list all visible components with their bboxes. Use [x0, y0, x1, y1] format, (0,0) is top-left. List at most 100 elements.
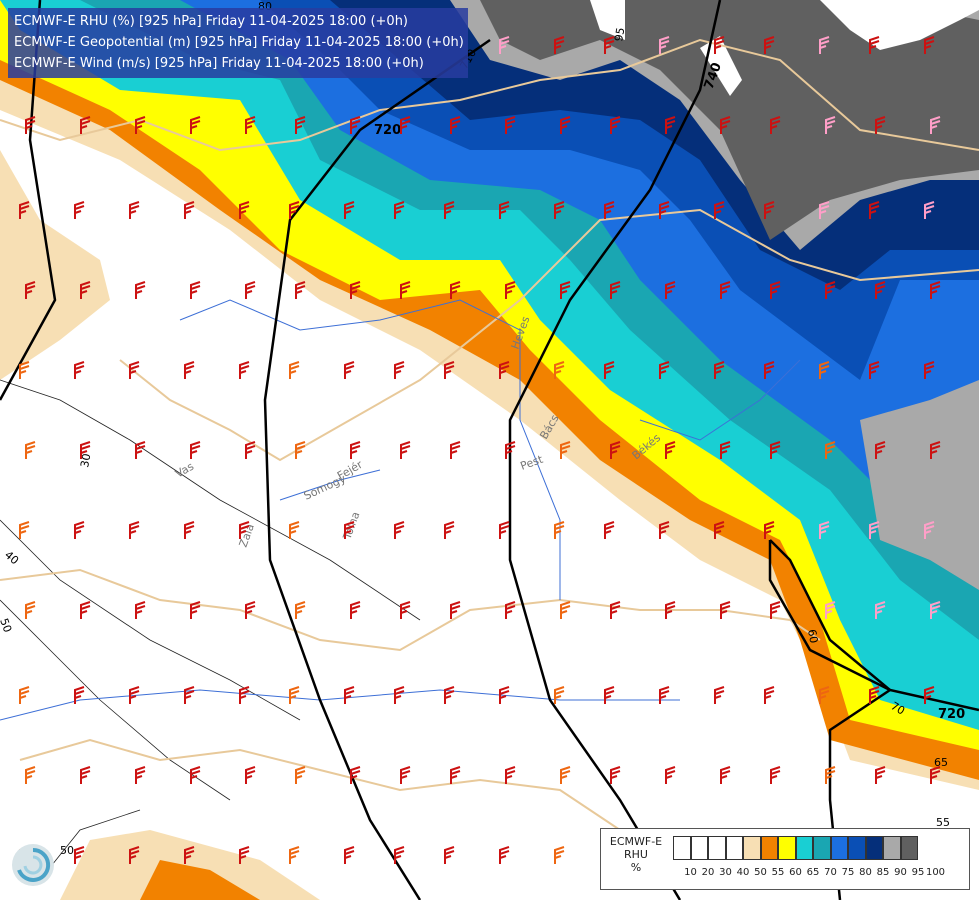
legend-model: ECMWF-E	[609, 835, 663, 848]
legend-swatch	[690, 836, 708, 860]
wind-barb	[764, 201, 775, 219]
wind-barb	[825, 601, 836, 619]
wind-barb	[350, 441, 361, 459]
wind-barb	[560, 116, 571, 134]
wind-barb	[499, 521, 510, 539]
wind-barb	[714, 36, 725, 54]
wind-barb	[444, 521, 455, 539]
wind-barb	[869, 521, 880, 539]
wind-barb	[19, 686, 30, 704]
wind-barb	[770, 441, 781, 459]
wind-barb	[554, 521, 565, 539]
rhu-band-55-sw	[140, 860, 260, 900]
wind-barb	[74, 521, 85, 539]
wind-barb	[930, 116, 941, 134]
wind-barb	[25, 766, 36, 784]
legend-tick-label: 100	[925, 867, 946, 878]
wind-barb	[875, 601, 886, 619]
wind-barb	[665, 441, 676, 459]
legend-swatch	[708, 836, 726, 860]
legend-swatch	[673, 836, 691, 860]
legend-label: ECMWF-E RHU %	[605, 835, 667, 874]
wind-barb	[74, 846, 85, 864]
wind-barb	[825, 766, 836, 784]
wind-barb	[80, 116, 91, 134]
wind-barb	[350, 281, 361, 299]
wind-barb	[135, 766, 146, 784]
legend-tick-label: 30	[719, 867, 732, 878]
wind-barb	[350, 116, 361, 134]
wind-barb	[190, 601, 201, 619]
wind-barb	[289, 521, 300, 539]
rhu-band-white-ne	[820, 0, 979, 50]
wind-barb	[74, 361, 85, 379]
wind-barbs	[19, 36, 941, 864]
wind-barb	[499, 201, 510, 219]
wind-barb	[74, 201, 85, 219]
wind-barb	[295, 281, 306, 299]
wind-barb	[924, 201, 935, 219]
wind-barb	[930, 766, 941, 784]
wind-barb	[770, 281, 781, 299]
rhu-label-50-sw: 50	[60, 844, 74, 857]
rhu-band-90-east	[860, 380, 979, 590]
legend-swatch	[813, 836, 831, 860]
border-sw	[19, 738, 621, 831]
wind-barb	[505, 766, 516, 784]
wind-barb	[720, 766, 731, 784]
wind-barb	[764, 521, 775, 539]
legend-swatch	[778, 836, 796, 860]
rhu-label-65: 65	[934, 756, 948, 769]
wind-barb	[659, 361, 670, 379]
legend-tick-label: 85	[876, 867, 890, 878]
wind-barb	[819, 201, 830, 219]
rhu-contour-40	[0, 519, 301, 721]
wind-barb	[19, 521, 30, 539]
border-south	[0, 568, 821, 652]
wind-barb	[869, 201, 880, 219]
legend-swatch	[795, 836, 813, 860]
header-geopotential-line: ECMWF-E Geopotential (m) [925 hPa] Frida…	[14, 35, 464, 50]
rhu-band-50-sw	[60, 830, 320, 900]
wind-barb	[444, 686, 455, 704]
rhu-legend: ECMWF-E RHU % 10 20 30 40 50 55 60 65 70 75 80 85 90…	[600, 828, 970, 890]
wind-barb	[80, 766, 91, 784]
wind-barb	[875, 441, 886, 459]
wind-barb	[394, 686, 405, 704]
wind-barb	[770, 116, 781, 134]
wind-barb	[450, 281, 461, 299]
rhu-band-white-peak	[700, 36, 742, 96]
wind-barb	[295, 601, 306, 619]
legend-tick-label: 50	[754, 867, 767, 878]
legend-swatch	[760, 836, 778, 860]
wind-barb	[764, 36, 775, 54]
wind-barb	[714, 686, 725, 704]
wind-barb	[610, 281, 621, 299]
wind-barb	[720, 116, 731, 134]
wind-barb	[80, 601, 91, 619]
wind-barb	[604, 201, 615, 219]
wind-barb	[825, 441, 836, 459]
wind-barb	[610, 766, 621, 784]
wind-barb	[184, 521, 195, 539]
wind-barb	[604, 686, 615, 704]
wind-barb	[499, 686, 510, 704]
legend-swatch	[848, 836, 866, 860]
wind-barb	[764, 361, 775, 379]
wind-barb	[239, 361, 250, 379]
wind-barb	[560, 281, 571, 299]
wind-barb	[604, 36, 615, 54]
wind-barb	[135, 281, 146, 299]
legend-tick-label: 10	[684, 867, 697, 878]
wind-barb	[924, 686, 935, 704]
wind-barb	[560, 601, 571, 619]
wind-barb	[714, 521, 725, 539]
wind-barb	[184, 846, 195, 864]
legend-tick-label: 60	[789, 867, 802, 878]
wind-barb	[499, 36, 510, 54]
wind-barb	[190, 281, 201, 299]
wind-barb	[659, 521, 670, 539]
